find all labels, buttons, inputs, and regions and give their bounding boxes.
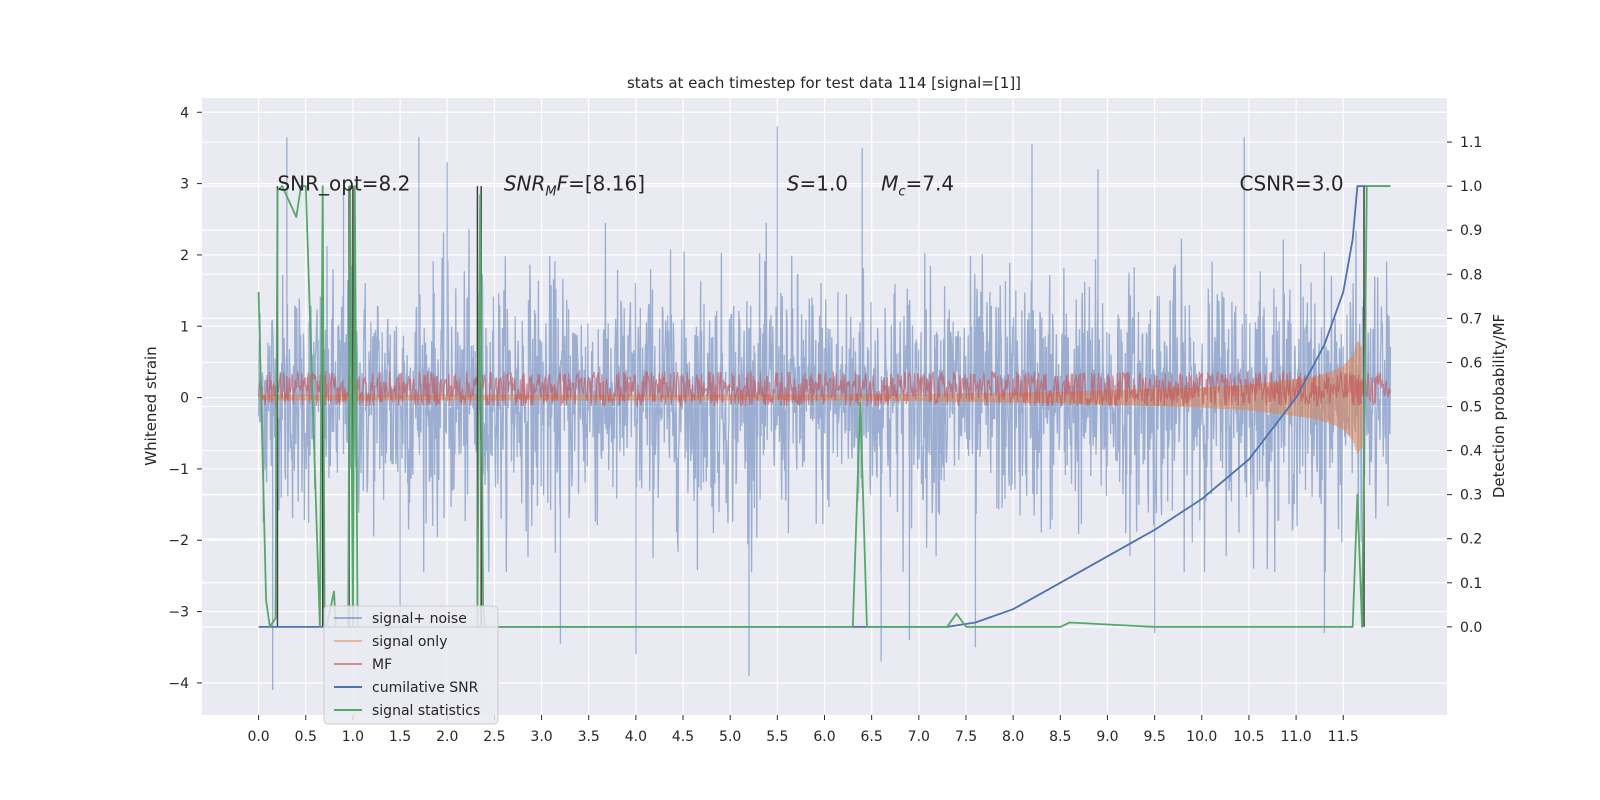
legend-label: MF	[372, 657, 392, 673]
x-tick-label: 1.5	[389, 729, 411, 745]
legend-label: signal only	[372, 634, 447, 650]
legend-label: signal+ noise	[372, 611, 467, 627]
y2-tick-label: 0.8	[1460, 267, 1482, 283]
x-axis-ticks: 0.0 0.5 1.0 1.5 2.0 2.5 3.0 3.5 4.0 4.5 5.0 5.5 6.0 6…	[247, 715, 1359, 745]
x-tick-label: 5.0	[719, 729, 741, 745]
x-tick-label: 5.5	[766, 729, 788, 745]
x-tick-label: 10.5	[1233, 729, 1264, 745]
series-signal-only	[258, 341, 1363, 455]
y2-tick-label: 0.3	[1460, 488, 1482, 504]
legend-label: cumilative SNR	[372, 680, 479, 696]
y-tick-label: 3	[180, 177, 189, 193]
annotation-text: SNR_opt=8.2	[277, 172, 410, 196]
x-tick-label: 1.0	[342, 729, 364, 745]
y-tick-label: 2	[180, 248, 189, 264]
y-axis-label: Whitened strain	[142, 346, 160, 465]
x-tick-label: 3.0	[530, 729, 552, 745]
plot-area	[257, 126, 1392, 690]
y2-tick-label: 0.5	[1460, 400, 1482, 416]
annotations: SNR_opt=8.2 SNRMF=[8.16] S=1.0 Mc=7.4 CSNR=3…	[277, 172, 1343, 200]
x-tick-label: 9.5	[1143, 729, 1165, 745]
y-tick-label: 1	[180, 319, 189, 335]
x-tick-label: 11.5	[1328, 729, 1359, 745]
y2-tick-label: 0.0	[1460, 620, 1482, 636]
y2-tick-label: 0.6	[1460, 355, 1482, 371]
x-tick-label: 6.5	[861, 729, 883, 745]
x-tick-label: 2.0	[436, 729, 458, 745]
x-tick-label: 7.0	[908, 729, 930, 745]
x-tick-label: 3.5	[578, 729, 600, 745]
chart-title: stats at each timestep for test data 114…	[627, 74, 1021, 92]
y-tick-label: 4	[180, 105, 189, 121]
y2-tick-label: 0.2	[1460, 532, 1482, 548]
x-tick-label: 6.0	[813, 729, 835, 745]
y2-tick-label: 0.9	[1460, 223, 1482, 239]
y-tick-label: −2	[168, 533, 189, 549]
y2-tick-label: 0.7	[1460, 311, 1482, 327]
y-tick-label: −1	[168, 462, 189, 478]
x-tick-label: 10.0	[1186, 729, 1217, 745]
annotation-text: CSNR=3.0	[1240, 172, 1344, 196]
x-tick-label: 7.5	[955, 729, 977, 745]
y-tick-label: 0	[180, 391, 189, 407]
x-tick-label: 9.0	[1096, 729, 1118, 745]
y2-axis-label: Detection probability/MF	[1490, 314, 1508, 498]
x-tick-label: 11.0	[1281, 729, 1312, 745]
y2-axis-ticks: 0.0 0.1 0.2 0.3 0.4 0.5 0.6 0.7 0.8 0.9 1.0 1.1	[1447, 135, 1482, 636]
y-tick-label: −3	[168, 605, 189, 621]
legend-label: signal statistics	[372, 703, 480, 719]
x-tick-label: 4.5	[672, 729, 694, 745]
y2-tick-label: 1.1	[1460, 135, 1482, 151]
y2-tick-label: 0.4	[1460, 444, 1482, 460]
y2-tick-label: 0.1	[1460, 576, 1482, 592]
x-tick-label: 0.0	[247, 729, 269, 745]
legend: signal+ noise signal only MF cumilative SNR…	[323, 605, 499, 725]
y-tick-label: −4	[168, 676, 189, 692]
series-cumulative-snr	[258, 185, 1391, 628]
y-axis-ticks: −4 −3 −2 −1 0 1 2 3 4	[168, 105, 202, 692]
series-mf	[258, 369, 1391, 409]
x-tick-label: 4.0	[625, 729, 647, 745]
annotation-text: S=1.0	[787, 172, 848, 196]
x-tick-label: 2.5	[483, 729, 505, 745]
legend-box	[323, 605, 499, 725]
x-tick-label: 8.5	[1049, 729, 1071, 745]
annotation-text: SNRMF=[8.16]	[504, 172, 645, 200]
y2-tick-label: 1.0	[1460, 179, 1482, 195]
x-tick-label: 0.5	[295, 729, 317, 745]
x-tick-label: 8.0	[1002, 729, 1024, 745]
annotation-text: Mc=7.4	[881, 172, 954, 200]
